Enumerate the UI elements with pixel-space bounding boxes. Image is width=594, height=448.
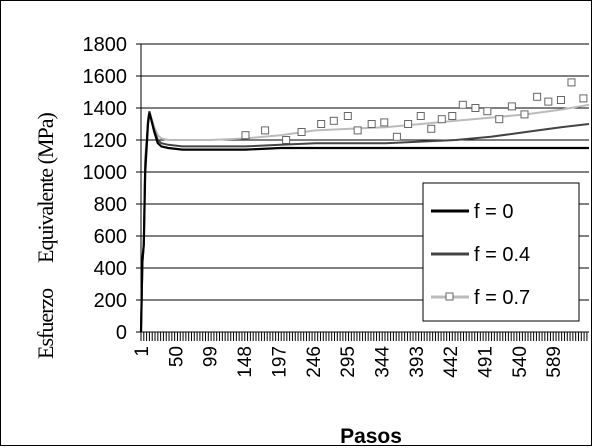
- x-tick-label: 491: [476, 346, 497, 378]
- series-marker-2: [520, 110, 529, 119]
- series-marker-2: [567, 78, 576, 87]
- x-tick-label: 393: [407, 346, 428, 378]
- series-marker-2: [404, 120, 413, 128]
- series-marker-2: [416, 112, 425, 120]
- series-marker-2: [437, 115, 446, 124]
- series-marker-2: [471, 104, 480, 112]
- y-axis-label-part2: Equivalente (MPa): [33, 113, 58, 263]
- y-tick-label: 800: [94, 194, 127, 216]
- series-marker-2: [367, 120, 376, 128]
- y-tick-label: 400: [94, 258, 127, 280]
- series-marker-2: [533, 92, 542, 101]
- x-tick-label: 1: [132, 346, 153, 357]
- series-marker-2: [317, 120, 326, 128]
- series-marker-2: [329, 116, 338, 125]
- x-tick-label: 246: [304, 346, 325, 378]
- axes: [140, 44, 589, 341]
- legend-label-f04: f = 0.4: [474, 244, 530, 266]
- x-tick-label: 50: [166, 346, 187, 367]
- series-marker-2: [241, 131, 250, 140]
- y-tick-label: 1800: [83, 34, 128, 56]
- y-tick-label: 1000: [83, 162, 128, 184]
- x-tick-label: 295: [338, 346, 359, 378]
- series-marker-2: [427, 124, 436, 133]
- x-tick-label: 540: [510, 346, 531, 378]
- legend-label-f07: f = 0.7: [474, 287, 530, 309]
- legend-label-f0: f = 0: [474, 201, 513, 223]
- y-tick-label: 600: [94, 226, 127, 248]
- y-tick-labels: 0 200 400 600 800 1000 1200 1400 1600 1800: [83, 34, 128, 344]
- series-marker-2: [297, 128, 306, 136]
- series-line-0: [139, 112, 589, 333]
- series-marker-2: [448, 112, 457, 120]
- x-tick-label: 197: [269, 346, 290, 378]
- series-marker-2: [483, 107, 492, 116]
- series-group: [139, 78, 590, 333]
- y-axis-label-part1: Esfuerzo: [33, 288, 58, 359]
- series-marker-2: [544, 97, 553, 106]
- series-marker-2: [507, 102, 516, 111]
- x-tick-labels: 1 50 99 148 197 246 295 344 393 442 491 540 589: [132, 346, 565, 378]
- x-tick-label: 148: [235, 346, 256, 378]
- legend-marker-f07: [445, 292, 454, 301]
- y-tick-label: 0: [116, 322, 127, 344]
- series-marker-2: [343, 112, 352, 120]
- y-tick-label: 1600: [83, 66, 128, 88]
- series-marker-2: [495, 115, 504, 124]
- series-marker-2: [458, 100, 467, 109]
- series-marker-2: [353, 126, 362, 135]
- series-marker-2: [579, 94, 588, 103]
- y-tick-label: 1400: [83, 98, 128, 120]
- series-marker-2: [392, 132, 401, 141]
- x-axis-label: Pasos: [340, 425, 402, 447]
- y-tick-label: 200: [94, 290, 127, 312]
- y-tick-label: 1200: [83, 130, 128, 152]
- x-tick-label: 99: [201, 346, 222, 367]
- x-tick-label: 344: [372, 346, 393, 378]
- series-marker-2: [261, 126, 270, 135]
- series-marker-2: [556, 96, 565, 104]
- x-tick-label: 589: [544, 346, 565, 378]
- series-marker-2: [282, 136, 291, 144]
- x-tick-label: 442: [441, 346, 462, 378]
- series-marker-2: [380, 118, 389, 127]
- legend: f = 0 f = 0.4 f = 0.7: [422, 182, 580, 322]
